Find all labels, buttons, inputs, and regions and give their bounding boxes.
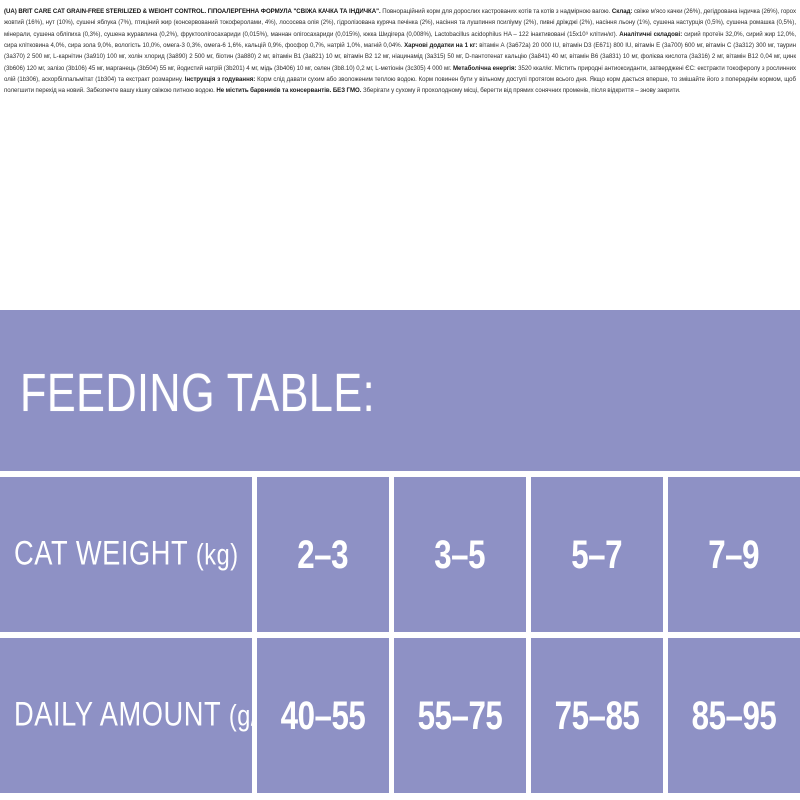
cat-weight-label: CAT WEIGHT — [14, 535, 188, 573]
feeding-table-title-row: FEEDING TABLE: — [0, 310, 800, 471]
additives-heading: Харчові додатки на 1 кг: — [404, 42, 478, 50]
composition-text: свіже м'ясо качки (26%), дегідрована інд… — [4, 8, 797, 38]
additives-text: вітамін А (3a672a) 20 000 IU, вітамін D3… — [4, 42, 796, 72]
row-header-cat-weight: CAT WEIGHT (kg) — [0, 477, 252, 632]
product-title: BRIT CARE CAT GRAIN-FREE STERILIZED & WE… — [18, 8, 381, 15]
daily-amount-value-2: 55–75 — [417, 693, 503, 738]
analytical-text: сирий протеїн 32,0%, сирий жир 12,0%, си… — [4, 30, 797, 50]
cell-cat-weight-2: 3–5 — [394, 477, 526, 632]
cat-weight-value-4: 7–9 — [708, 532, 760, 577]
feeding-table-title: FEEDING TABLE: — [20, 363, 376, 424]
daily-amount-value-1: 40–55 — [280, 693, 366, 738]
cell-cat-weight-4: 7–9 — [668, 477, 800, 632]
label-text-block: (UA) BRIT CARE CAT GRAIN-FREE STERILIZED… — [4, 6, 796, 97]
cell-cat-weight-3: 5–7 — [531, 477, 663, 632]
feeding-table: FEEDING TABLE: CAT WEIGHT (kg) 2–3 3–5 5… — [0, 310, 800, 800]
analytical-heading: Аналітичні складові: — [619, 30, 683, 38]
daily-amount-value-3: 75–85 — [554, 693, 640, 738]
cat-weight-value-1: 2–3 — [297, 532, 349, 577]
energy-heading: Метаболічна енергія: — [452, 64, 517, 72]
table-row-daily-amount: DAILY AMOUNT (g/day) 40–55 55–75 75–85 8… — [0, 638, 800, 793]
cat-weight-unit: (kg) — [195, 538, 239, 572]
storage-text: Зберігати у сухому й прохолодному місці,… — [362, 87, 681, 95]
energy-text: 3520 ккал/кг. Містить природні антиоксид… — [4, 64, 797, 84]
daily-amount-value-4: 85–95 — [691, 693, 777, 738]
daily-amount-unit: (g/day) — [228, 699, 252, 733]
cell-daily-amount-4: 85–95 — [668, 638, 800, 793]
daily-amount-label: DAILY AMOUNT — [14, 696, 221, 734]
label-intro: Повнораційний корм для дорослих кастрова… — [382, 8, 611, 15]
cell-daily-amount-1: 40–55 — [257, 638, 389, 793]
instructions-text: Корм слід давати сухим або зволоженим те… — [4, 76, 796, 95]
cat-weight-value-3: 5–7 — [571, 532, 623, 577]
locale-prefix: (UA) — [4, 8, 17, 15]
cat-weight-value-2: 3–5 — [434, 532, 486, 577]
no-additives-note: Не містить барвників та консервантів. БЕ… — [216, 87, 362, 95]
row-header-daily-amount: DAILY AMOUNT (g/day) — [0, 638, 252, 793]
composition-heading: Склад: — [611, 8, 633, 15]
table-row-cat-weight: CAT WEIGHT (kg) 2–3 3–5 5–7 7–9 — [0, 477, 800, 632]
instructions-heading: Інструкція з годування: — [184, 76, 256, 84]
cell-cat-weight-1: 2–3 — [257, 477, 389, 632]
cell-daily-amount-3: 75–85 — [531, 638, 663, 793]
cell-daily-amount-2: 55–75 — [394, 638, 526, 793]
